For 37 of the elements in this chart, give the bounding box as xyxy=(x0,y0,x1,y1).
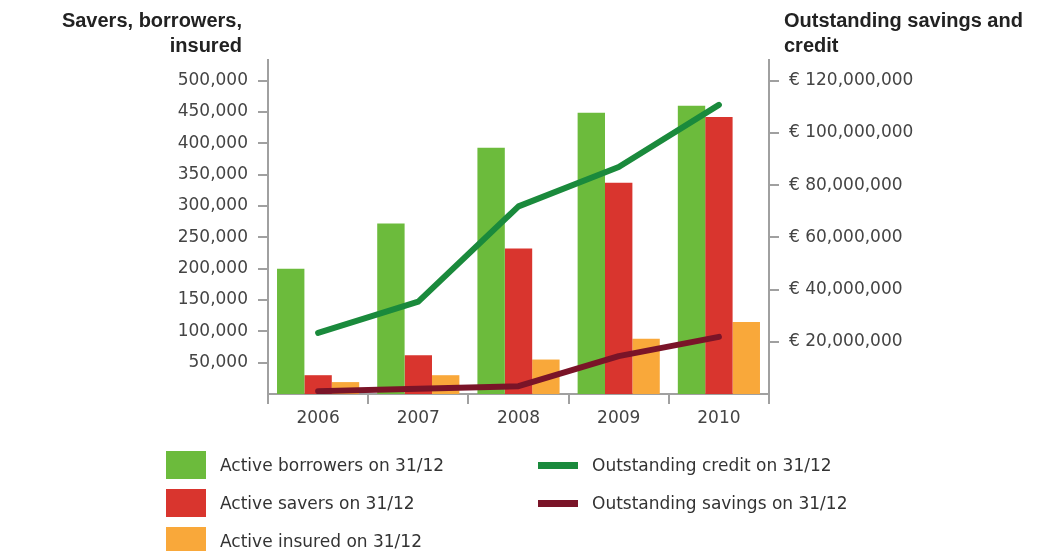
y-axis-title: Savers, borrowers, insured xyxy=(60,8,242,58)
x-tick-label: 2010 xyxy=(697,406,741,427)
y-tick-label: 450,000 xyxy=(177,100,248,121)
legend-label: Active insured on 31/12 xyxy=(220,531,422,551)
bar xyxy=(377,223,405,394)
legend-label: Active borrowers on 31/12 xyxy=(220,455,445,475)
bar xyxy=(577,112,606,394)
x-tick-label: 2007 xyxy=(396,406,440,427)
bar xyxy=(732,321,760,394)
legend-label: Outstanding credit on 31/12 xyxy=(592,455,832,475)
y-tick-label: 100,000 xyxy=(177,319,248,340)
y-tick-label: 150,000 xyxy=(177,288,248,309)
y2-tick-label: € 80,000,000 xyxy=(789,173,903,194)
y2-tick-label: € 100,000,000 xyxy=(789,121,914,142)
y-tick-label: 350,000 xyxy=(177,163,248,184)
y2-tick-label: € 20,000,000 xyxy=(789,330,903,351)
y2-tick-label: € 40,000,000 xyxy=(789,278,903,299)
y-tick-label: 500,000 xyxy=(177,69,248,90)
legend-label: Outstanding savings on 31/12 xyxy=(592,493,848,513)
y-tick-label: 400,000 xyxy=(177,131,248,152)
bar xyxy=(477,147,505,394)
x-tick-label: 2009 xyxy=(597,406,641,427)
y-tick-label: 250,000 xyxy=(177,225,248,246)
y2-tick-label: € 60,000,000 xyxy=(789,225,903,246)
legend-label: Active savers on 31/12 xyxy=(220,493,415,513)
x-tick-label: 2008 xyxy=(496,406,541,427)
bar xyxy=(605,182,633,394)
x-tick-label: 2006 xyxy=(296,406,340,427)
y2-axis-title: Outstanding savings and credit xyxy=(784,8,1024,58)
y-tick-label: 300,000 xyxy=(177,194,248,215)
y-tick-label: 200,000 xyxy=(177,257,248,278)
bar xyxy=(504,248,533,394)
bar xyxy=(677,105,706,394)
bar xyxy=(705,117,733,394)
y2-tick-label: € 120,000,000 xyxy=(789,69,914,90)
bar xyxy=(277,268,305,394)
y-tick-label: 50,000 xyxy=(188,351,248,372)
